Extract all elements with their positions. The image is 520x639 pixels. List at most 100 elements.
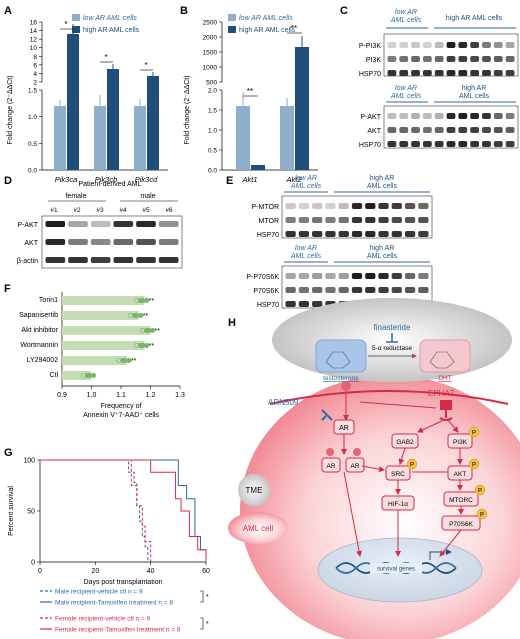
panel-f-sig-3: **: [149, 343, 155, 350]
panel-f-bar-5: [62, 371, 92, 380]
panel-c-blot1-band-0-1: [399, 42, 409, 48]
panel-d-lane-2: #3: [96, 207, 104, 214]
panel-e-blot1-band-1-9: [404, 217, 416, 223]
panel-c-blot2-band-2-1: [399, 141, 409, 147]
panel-c-blot1-label-2: PI3K: [366, 57, 382, 64]
panel-f-xlabel-0: Frequency of: [101, 403, 142, 410]
panel-d-blot-band-0-2: [90, 221, 111, 227]
panel-c-blot2-band-1-4: [434, 127, 444, 133]
panel-d-blot-band-0-1: [68, 221, 88, 227]
panel-e-blot1-band-0-9: [404, 203, 416, 209]
panel-a-cat-3: Pik3cd: [135, 175, 158, 184]
panel-b-lower-tick-label-1: 1.5: [208, 108, 217, 115]
panel-c-blot1-band-2-5: [446, 70, 456, 76]
panel-b-upper-ticks: 2500 2000 1500 1000 500: [203, 20, 222, 87]
panel-a-bar-high-pik3ca: [67, 34, 79, 170]
panel-a: A Fold change (2⁻ΔΔCt) low AR AML cells …: [4, 5, 168, 184]
dht-molecule-icon: [341, 381, 351, 391]
panel-c-group-high2: high AR AML cells: [459, 85, 490, 100]
panel-e-blot1-band-0-1: [298, 203, 310, 209]
panel-c-blot2-band-1-3: [422, 127, 432, 133]
panel-c-blot1-band-2-1: [399, 70, 409, 76]
ar-dimer-ligand-2: [353, 448, 361, 456]
panel-g-ylabel: Percent survival: [8, 486, 15, 536]
panel-a-lower-tick-label-1: 1.0: [28, 114, 37, 121]
panel-b-cat-1: Akt1: [241, 175, 257, 184]
panel-e-blot1-band-2-1: [298, 231, 310, 237]
panel-e-blot1-band-0-3: [325, 203, 336, 209]
panel-g: G Percent survival 0 50 100 0 20 40 60 Days post…: [4, 447, 210, 634]
panel-c-blot2-band-2-2: [411, 141, 420, 147]
panel-b-legend-high-swatch: [228, 26, 236, 33]
panel-f-bar-1: [62, 311, 139, 320]
panel-d-blot-band-1-2: [90, 239, 111, 245]
panel-e-blot2-band-2-2: [312, 301, 323, 307]
panel-e-blot1-band-2-4: [338, 231, 349, 237]
transcription-arrowhead-icon: [446, 549, 452, 555]
panel-g-xtick-label-1: 20: [91, 568, 99, 575]
panel-a-lower-tick-label-3: 0.0: [28, 168, 37, 175]
panel-c-blot1-band-0-7: [470, 42, 480, 48]
panel-b: B Fold change (2⁻ΔΔCt) low AR AML cells …: [180, 5, 318, 184]
panel-c-blot1-band-2-10: [505, 70, 515, 76]
panel-h: H testosterone DHT 5-α reductase finaste…: [228, 298, 520, 639]
panel-c-blot1-label-3: HSP70: [359, 71, 381, 78]
panel-g-ytick-label-1: 50: [27, 509, 35, 516]
panel-a-lower-ticks: 1.5 1.0 0.5 0.0: [28, 88, 42, 175]
panel-e-blot1-band-1-10: [418, 217, 429, 223]
panel-a-lower-tick-label-0: 1.5: [28, 88, 37, 95]
panel-f-xtick-label-2: 1.1: [116, 392, 126, 399]
panel-c-blot2-band-0-9: [493, 113, 503, 119]
survival-genes-box: [370, 563, 422, 573]
panel-d-blot-band-2-1: [68, 257, 88, 263]
panel-f-xtick-label-3: 1.2: [146, 392, 156, 399]
panel-d-blot-band-1-3: [113, 239, 134, 245]
panel-d-blot-band-1-0: [45, 239, 66, 245]
epha7-to-gab2-arrow: [417, 419, 445, 433]
ar-dimer-2: [345, 457, 365, 473]
epha7-to-pi3k-arrow: [447, 419, 459, 433]
panel-e-blot2-band-1-6: [365, 287, 376, 293]
panel-c-blot2-label-1: P-AKT: [360, 114, 381, 121]
panel-d-blot-band-0-0: [45, 221, 66, 227]
panel-d-blot-frame: [41, 215, 183, 269]
panel-a-legend-low: low AR AML cells: [83, 15, 137, 22]
panel-f-cat-5: Ctl: [49, 372, 58, 379]
ar-dimer-1-label: AR: [326, 463, 335, 470]
panel-g-xlabel: Days post transplantation: [84, 579, 163, 586]
panel-f-dot-2-3: [149, 327, 156, 334]
panel-d-blot-band-0-3: [113, 221, 134, 227]
epha7-base: [439, 417, 453, 421]
panel-g-ytick-label-0: 0: [31, 560, 35, 567]
panel-c-blot2-band-2-0: [387, 141, 397, 147]
ar-to-src-arrow: [361, 465, 385, 473]
panel-c-blot2-bands: [387, 113, 515, 147]
panel-c-blot2-band-0-7: [470, 113, 480, 119]
panel-c-blot1-band-0-8: [482, 42, 491, 48]
panel-b-upper-tick-label-4: 500: [206, 80, 217, 87]
p70s6k-label: P70S6K: [449, 521, 474, 528]
panel-g-legend-label-2: Female recipient-vehicle ctl n = 9: [55, 616, 151, 623]
panel-c-blot2-band-2-7: [470, 141, 480, 147]
panel-h-letter: H: [228, 317, 236, 329]
src-phospho-label: P: [410, 463, 414, 469]
panel-c-blot2-band-0-2: [411, 113, 420, 119]
panel-e-blot1-band-1-8: [391, 217, 402, 223]
panel-e-group-high2: high AR AML cells: [367, 245, 398, 260]
panel-d-blot-band-0-4: [136, 221, 156, 227]
panel-g-xtick-label-0: 0: [38, 568, 42, 575]
panel-a-cat-2: Pik3cb: [95, 175, 118, 184]
panel-e-blot1-band-1-5: [351, 217, 363, 223]
panel-b-bar-high-akt1: [251, 165, 265, 170]
panel-e-blot2-band-1-10: [418, 287, 429, 293]
panel-b-bar-high-akt2: [295, 47, 309, 170]
panel-g-ytick-label-2: 100: [23, 458, 35, 465]
panel-a-legend-low-swatch: [72, 14, 80, 21]
panel-f-cat-4: LY294002: [27, 357, 59, 364]
panel-d-lane-3: #4: [119, 207, 127, 214]
arn509-label: ARN509: [268, 398, 299, 407]
panel-e-blot2-band-0-4: [338, 273, 349, 279]
panel-c-blot1-band-1-6: [458, 56, 468, 62]
panel-f-dot-3-3: [144, 342, 150, 349]
panel-e-blot2-band-0-2: [312, 273, 323, 279]
